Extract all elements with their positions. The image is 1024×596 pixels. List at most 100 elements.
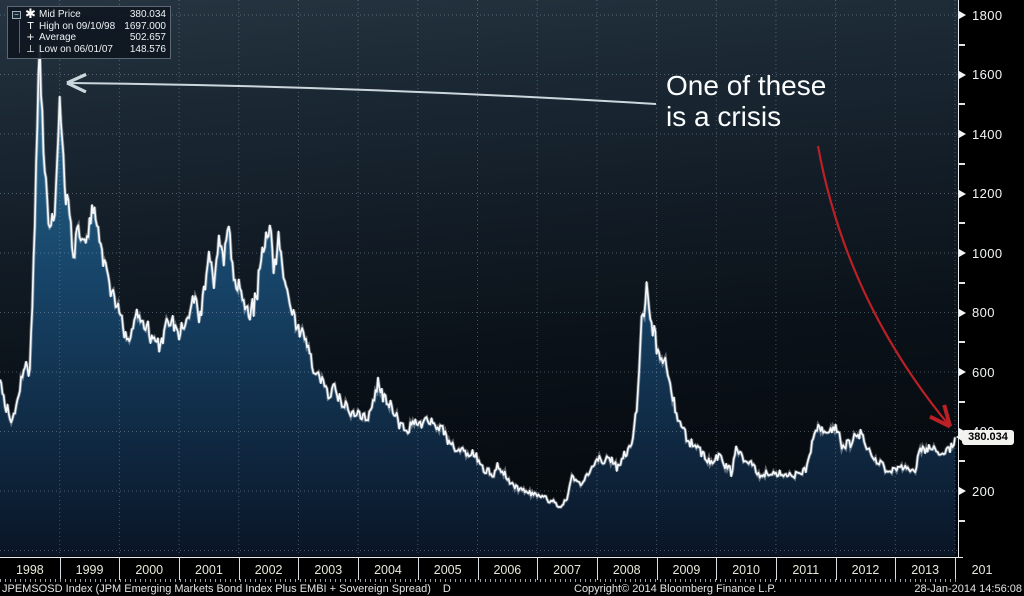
high-marker-icon: T xyxy=(27,20,34,32)
legend-row-average[interactable]: + Average 502.657 xyxy=(12,32,166,44)
y-axis-tick: 1000 xyxy=(959,245,1003,261)
x-axis-divider xyxy=(238,558,240,580)
x-axis-year-label: 2002 xyxy=(254,563,283,577)
legend-value: 380.034 xyxy=(129,9,166,21)
legend-label: Average xyxy=(39,32,77,44)
y-tick-arrow-icon xyxy=(959,130,966,138)
y-tick-arrow-icon xyxy=(959,249,966,257)
x-axis-divider xyxy=(656,558,658,580)
y-tick-label: 600 xyxy=(972,364,995,380)
y-axis-tick: 1200 xyxy=(959,186,1003,201)
y-tick-label: 1400 xyxy=(972,126,1003,142)
legend-label: Low on 06/01/07 xyxy=(39,43,113,55)
legend-label: High on 09/10/98 xyxy=(39,20,116,32)
x-axis-year-label: 2006 xyxy=(493,563,522,577)
x-axis-divider xyxy=(417,558,419,580)
y-tick-label: 1000 xyxy=(972,245,1003,261)
crisis-annotation-line1: One of these xyxy=(666,70,827,101)
y-axis-minor-tick xyxy=(959,519,965,522)
legend-label: Mid Price xyxy=(39,9,81,21)
x-axis-line xyxy=(0,557,963,558)
crisis-annotation-line2: is a crisis xyxy=(666,101,782,132)
y-axis-tick: 200 xyxy=(959,483,995,499)
y-axis-minor-tick xyxy=(959,43,965,46)
x-axis-divider xyxy=(895,558,897,580)
x-axis-divider xyxy=(716,558,718,580)
y-axis-minor-tick xyxy=(959,341,965,344)
legend-value: 148.576 xyxy=(129,43,166,55)
series-line xyxy=(0,44,956,508)
y-axis-minor-tick xyxy=(959,281,965,284)
y-axis-minor-tick xyxy=(959,103,965,106)
x-axis-divider xyxy=(537,558,539,580)
x-axis-year-label: 2005 xyxy=(433,563,462,577)
frequency-flag: D xyxy=(442,583,451,595)
legend-tree-line xyxy=(19,20,20,53)
x-axis-year-label: 2009 xyxy=(672,563,701,577)
copyright-text: Copyright© 2014 Bloomberg Finance L.P. xyxy=(574,583,777,595)
security-description: JPEMSOSD Index (JPM Emerging Markets Bon… xyxy=(2,583,451,595)
status-bar: JPEMSOSD Index (JPM Emerging Markets Bon… xyxy=(0,582,1024,596)
legend-row-high[interactable]: T High on 09/10/98 1697.000 xyxy=(12,21,166,33)
y-tick-arrow-icon xyxy=(959,487,966,495)
x-axis-divider xyxy=(298,558,300,580)
y-axis: 18001600140012001000800600400200 xyxy=(958,0,1024,558)
y-tick-label: 1200 xyxy=(972,186,1003,201)
y-tick-arrow-icon xyxy=(959,308,966,317)
last-price-flag: 380.034 xyxy=(956,429,1014,445)
x-axis-divider xyxy=(835,558,837,580)
timestamp: 28-Jan-2014 14:56:08 xyxy=(914,583,1022,595)
y-tick-label: 800 xyxy=(972,305,995,320)
x-axis: 1998 1999 2000 2001 2002 2003 2004 2005 2006 2007… xyxy=(0,558,1024,582)
y-tick-label: 1800 xyxy=(972,7,1003,23)
y-axis-tick: 1800 xyxy=(959,7,1003,23)
x-axis-year-label: 1998 xyxy=(15,563,44,577)
x-axis-year-label: 2011 xyxy=(792,563,820,577)
x-axis-year-label: 2007 xyxy=(553,563,581,577)
y-axis-tick: 1600 xyxy=(959,67,1003,82)
x-axis-year-label: 2010 xyxy=(732,563,760,577)
x-axis-divider xyxy=(119,558,121,580)
legend-row-low[interactable]: ⊥ Low on 06/01/07 148.576 xyxy=(12,44,166,56)
y-tick-label: 1600 xyxy=(972,67,1003,82)
x-axis-divider xyxy=(477,558,479,580)
crisis-annotation-text: One of these is a crisis xyxy=(666,70,826,132)
x-axis-year-label-partial: 201 xyxy=(971,563,993,577)
x-axis-year-label: 2008 xyxy=(612,563,641,577)
y-axis-minor-tick xyxy=(959,400,965,403)
legend-expander-icon[interactable]: − xyxy=(12,10,21,19)
x-axis-divider xyxy=(775,558,777,580)
y-axis-tick: 1400 xyxy=(959,126,1003,142)
y-axis-minor-tick xyxy=(959,162,965,165)
y-axis-minor-tick xyxy=(959,460,965,463)
mid-price-marker-icon: ✱ xyxy=(25,6,36,22)
x-axis-year-label: 2004 xyxy=(374,563,402,577)
low-marker-icon: ⊥ xyxy=(26,43,35,55)
x-axis-year-label: 2003 xyxy=(314,563,343,577)
x-axis-minor-ticks xyxy=(0,579,958,582)
y-tick-arrow-icon xyxy=(959,70,966,79)
y-tick-arrow-icon xyxy=(959,189,966,198)
y-axis-line xyxy=(958,0,959,558)
x-axis-year-label: 1999 xyxy=(75,563,104,577)
x-axis-year-label: 2013 xyxy=(911,563,940,577)
x-axis-year-label: 2001 xyxy=(195,563,223,577)
y-axis-minor-tick xyxy=(959,222,965,225)
y-tick-arrow-icon xyxy=(959,11,966,19)
legend-box[interactable]: − ✱ Mid Price 380.034 T High on 09/10/98… xyxy=(7,6,171,59)
x-axis-divider xyxy=(596,558,598,580)
x-axis-divider xyxy=(358,558,360,580)
legend-value: 502.657 xyxy=(129,32,166,44)
y-tick-label: 200 xyxy=(972,483,995,499)
x-axis-divider xyxy=(955,558,956,580)
x-axis-year-label: 2000 xyxy=(135,563,164,577)
legend-row-mid-price[interactable]: − ✱ Mid Price 380.034 xyxy=(12,6,166,22)
y-axis-tick: 600 xyxy=(959,364,995,380)
x-axis-divider xyxy=(59,558,61,580)
y-tick-arrow-icon xyxy=(959,368,966,376)
x-axis-year-label: 2012 xyxy=(851,563,880,577)
x-axis-divider xyxy=(179,558,181,580)
legend-value: 1697.000 xyxy=(124,20,166,32)
series-area-fill xyxy=(0,45,955,556)
